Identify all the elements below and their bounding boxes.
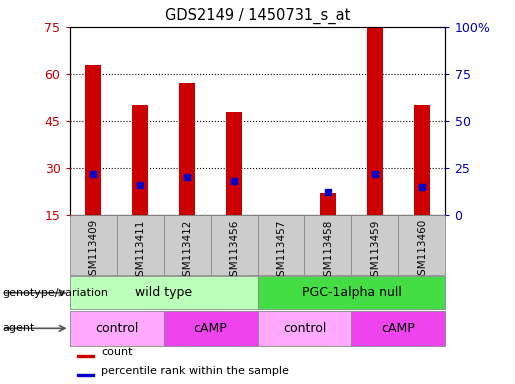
Text: GSM113458: GSM113458	[323, 219, 333, 283]
Text: GSM113411: GSM113411	[135, 219, 145, 283]
Bar	[179, 83, 195, 215]
Bar	[352, 215, 399, 275]
Bar	[116, 215, 164, 275]
Bar	[85, 65, 101, 215]
Bar	[70, 215, 116, 275]
Text: control: control	[95, 322, 138, 335]
Bar	[258, 311, 351, 346]
Bar	[304, 215, 352, 275]
Bar	[399, 215, 445, 275]
Bar	[164, 311, 258, 346]
Bar	[226, 112, 242, 215]
Bar	[132, 105, 148, 215]
Text: GSM113409: GSM113409	[88, 219, 98, 283]
Text: GSM113412: GSM113412	[182, 219, 192, 283]
Bar	[258, 276, 445, 309]
Bar	[414, 105, 430, 215]
Text: PGC-1alpha null: PGC-1alpha null	[302, 286, 401, 299]
Text: cAMP: cAMP	[194, 322, 228, 335]
Bar	[70, 276, 258, 309]
Text: GSM113457: GSM113457	[276, 219, 286, 283]
Bar	[211, 215, 258, 275]
Text: control: control	[283, 322, 326, 335]
Text: GSM113459: GSM113459	[370, 219, 380, 283]
Bar	[77, 355, 94, 357]
Bar	[320, 193, 336, 215]
Bar	[258, 215, 304, 275]
Bar	[367, 27, 383, 215]
Title: GDS2149 / 1450731_s_at: GDS2149 / 1450731_s_at	[165, 8, 350, 24]
Text: percentile rank within the sample: percentile rank within the sample	[101, 366, 289, 376]
Text: genotype/variation: genotype/variation	[3, 288, 109, 298]
Bar	[70, 311, 164, 346]
Bar	[77, 374, 94, 376]
Text: wild type: wild type	[135, 286, 192, 299]
Text: cAMP: cAMP	[382, 322, 416, 335]
Text: count: count	[101, 347, 133, 357]
Text: GSM113456: GSM113456	[229, 219, 239, 283]
Bar	[164, 215, 211, 275]
Text: agent: agent	[3, 323, 35, 333]
Bar	[352, 311, 445, 346]
Text: GSM113460: GSM113460	[417, 219, 427, 283]
